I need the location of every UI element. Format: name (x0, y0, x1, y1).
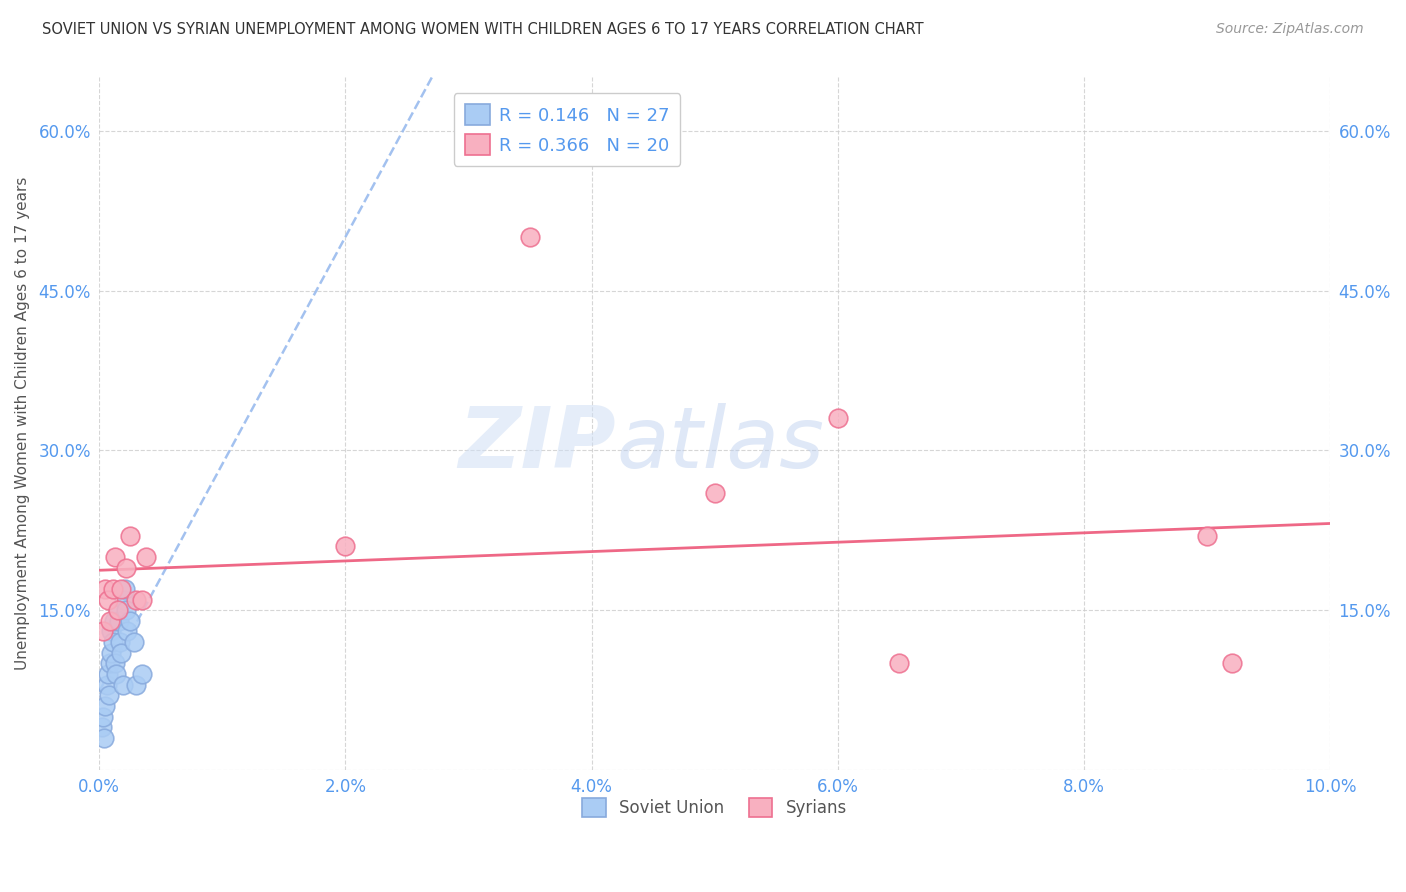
Point (107, 603, 129, 617)
Point (1197, 528, 1219, 542)
Point (94, 582, 117, 596)
Point (98, 657, 121, 671)
Point (100, 646, 122, 660)
Point (118, 528, 141, 542)
Point (107, 603, 129, 617)
Point (889, 657, 911, 671)
Point (98, 614, 121, 628)
Point (122, 635, 145, 649)
Point (103, 614, 125, 628)
Text: SOVIET UNION VS SYRIAN UNEMPLOYMENT AMONG WOMEN WITH CHILDREN AGES 6 TO 17 YEARS: SOVIET UNION VS SYRIAN UNEMPLOYMENT AMON… (42, 22, 924, 37)
Point (94, 699, 117, 714)
Point (98, 689, 121, 703)
Point (117, 624, 139, 639)
Point (108, 614, 131, 628)
Point (827, 411, 849, 425)
Point (101, 635, 124, 649)
Point (100, 624, 122, 639)
Point (91, 624, 114, 639)
Point (104, 657, 127, 671)
Point (91, 710, 114, 724)
Point (93, 731, 115, 745)
Point (131, 667, 153, 681)
Point (335, 539, 357, 553)
Point (104, 549, 127, 564)
Point (125, 678, 148, 692)
Y-axis label: Unemployment Among Women with Children Ages 6 to 17 years: Unemployment Among Women with Children A… (15, 177, 30, 671)
Point (519, 230, 541, 244)
Text: ZIP: ZIP (458, 403, 616, 486)
Point (108, 635, 131, 649)
Text: Source: ZipAtlas.com: Source: ZipAtlas.com (1216, 22, 1364, 37)
Point (131, 592, 153, 607)
Point (115, 560, 138, 574)
Point (105, 667, 128, 681)
Point (112, 592, 135, 607)
Point (97, 667, 120, 681)
Text: atlas: atlas (616, 403, 824, 486)
Point (97, 592, 120, 607)
Point (118, 614, 141, 628)
Point (1220, 657, 1243, 671)
Point (101, 582, 124, 596)
Point (135, 549, 157, 564)
Point (110, 582, 132, 596)
Point (125, 592, 148, 607)
Point (114, 582, 136, 596)
Point (90, 720, 112, 734)
Point (96, 678, 118, 692)
Point (110, 646, 132, 660)
Point (115, 603, 138, 617)
Point (703, 486, 725, 500)
Point (111, 678, 134, 692)
Legend: Soviet Union, Syrians: Soviet Union, Syrians (575, 791, 853, 824)
